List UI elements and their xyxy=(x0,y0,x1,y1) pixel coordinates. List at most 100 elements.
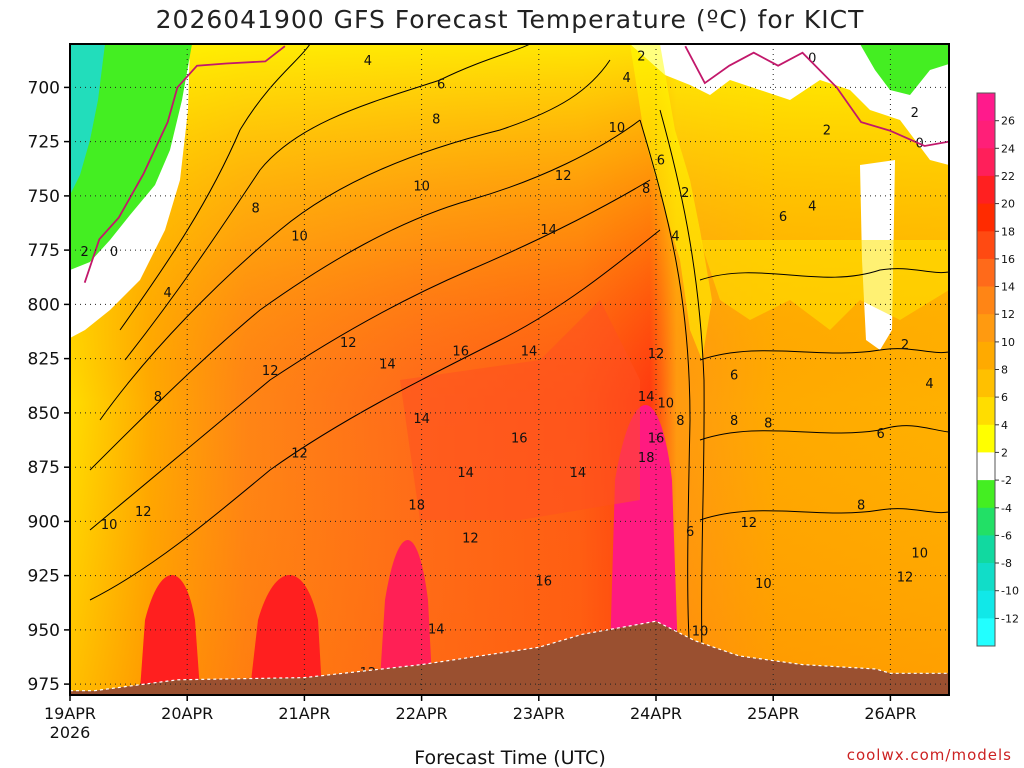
contour-label: 16 xyxy=(535,575,552,590)
cold-region-green xyxy=(70,44,192,270)
x-axis-year-label: 2026 xyxy=(50,723,91,742)
contour-label: 14 xyxy=(379,358,396,373)
contour-label: 14 xyxy=(457,466,474,481)
x-tick-label: 24APR xyxy=(630,704,682,723)
colorbar-segment xyxy=(977,424,995,453)
contour-label: 2 xyxy=(81,245,89,260)
colorbar-tick-label: 16 xyxy=(1001,253,1015,266)
warm-core-22apr xyxy=(380,540,432,680)
colorbar-tick-label: 20 xyxy=(1001,198,1015,211)
colorbar-segment xyxy=(977,258,995,287)
warm-band-mid xyxy=(400,300,640,520)
contour-label: 6 xyxy=(437,78,445,93)
contour-label: 8 xyxy=(642,182,650,197)
contour-label: 4 xyxy=(164,286,172,301)
contour-label: 12 xyxy=(897,570,914,585)
contour-label: 14 xyxy=(540,223,557,238)
contour-label: 12 xyxy=(555,169,572,184)
colorbar-tick-label: -10 xyxy=(1001,585,1019,598)
contour-label: 14 xyxy=(428,622,445,637)
y-tick-label: 975 xyxy=(28,675,60,695)
contour-label: 2 xyxy=(681,186,689,201)
contour-label: 8 xyxy=(432,113,440,128)
x-tick-label: 19APR xyxy=(44,704,96,723)
y-tick-label: 775 xyxy=(28,241,60,261)
contour-label: 10 xyxy=(609,121,626,136)
colorbar-segment xyxy=(977,93,995,122)
y-tick-label: 900 xyxy=(28,512,60,532)
credit-text[interactable]: coolwx.com/models xyxy=(847,746,1012,764)
contour-label: 8 xyxy=(676,414,684,429)
contour-label: 8 xyxy=(730,414,738,429)
contour-label: 12 xyxy=(291,447,308,462)
colorbar-segment xyxy=(977,120,995,149)
colorbar-tick-label: -8 xyxy=(1001,557,1012,570)
contour-label: 12 xyxy=(340,336,357,351)
cold-region-cyan xyxy=(70,44,105,195)
colorbar-tick-label: 4 xyxy=(1001,419,1008,432)
contour-label: 0 xyxy=(110,245,118,260)
contour-label: 16 xyxy=(648,431,665,446)
colorbar-segment xyxy=(977,314,995,343)
x-tick-label: 25APR xyxy=(747,704,799,723)
plot-frame xyxy=(69,43,950,696)
y-tick-label: 950 xyxy=(28,621,60,641)
terrain-edge xyxy=(70,620,949,692)
colorbar-tick-label: 26 xyxy=(1001,115,1015,128)
x-tick-label: 20APR xyxy=(161,704,213,723)
colorbar-tick-label: -4 xyxy=(1001,502,1012,515)
colorbar-tick-label: -6 xyxy=(1001,529,1012,542)
colorbar-tick-label: 6 xyxy=(1001,391,1008,404)
warm-core-20apr xyxy=(140,575,200,690)
x-axis-title: Forecast Time (UTC) xyxy=(414,747,605,768)
y-tick-label: 875 xyxy=(28,458,60,478)
contour-label: 6 xyxy=(657,154,665,169)
contour-label: 8 xyxy=(857,499,865,514)
colorbar-segment xyxy=(977,231,995,260)
contour-label: 10 xyxy=(658,397,675,412)
y-tick-label: 825 xyxy=(28,350,60,370)
contour-label: 14 xyxy=(521,345,538,360)
x-tick-label: 22APR xyxy=(396,704,448,723)
colorbar-segment xyxy=(977,286,995,315)
colorbar-segment xyxy=(977,397,995,426)
colorbar-segment xyxy=(977,369,995,398)
colorbar-tick-label: 24 xyxy=(1001,142,1015,155)
contour-label: 8 xyxy=(764,416,772,431)
y-tick-label: 700 xyxy=(28,78,60,98)
contour-label: 10 xyxy=(755,577,772,592)
x-tick-label: 21APR xyxy=(278,704,330,723)
contour-label: 2 xyxy=(637,50,645,65)
contour-label: 6 xyxy=(730,369,738,384)
y-tick-label: 750 xyxy=(28,187,60,207)
colorbar-segment xyxy=(977,148,995,177)
contour-label: 6 xyxy=(876,427,884,442)
x-axis: 19APR 20APR 21APR 22APR 23APR 24APR 25APR 26APR xyxy=(44,695,916,723)
colorbar-segment xyxy=(977,618,995,647)
contour-label: 6 xyxy=(686,525,694,540)
contour-label: 10 xyxy=(413,180,430,195)
trough-yellow xyxy=(630,44,712,360)
colorbar-segment xyxy=(977,452,995,481)
colorbar-tick-label: 12 xyxy=(1001,308,1015,321)
colorbar-segment xyxy=(977,480,995,509)
contour-label: 10 xyxy=(101,518,118,533)
contour-label: 18 xyxy=(408,499,425,514)
colorbar-segment xyxy=(977,507,995,536)
contour-label: 4 xyxy=(623,71,631,86)
colorbar-segment xyxy=(977,175,995,204)
colorbar-segment xyxy=(977,341,995,370)
colorbar-tick-label: 18 xyxy=(1001,225,1015,238)
freezing-line-early xyxy=(83,45,286,283)
x-tick-label: 23APR xyxy=(513,704,565,723)
contour-label: 12 xyxy=(262,364,279,379)
contour-label: 2 xyxy=(901,338,909,353)
chart-title: 2026041900 GFS Forecast Temperature (ºC)… xyxy=(156,5,865,34)
contour-label: 2 xyxy=(823,123,831,138)
late-cold-green xyxy=(860,44,949,95)
y-tick-label: 800 xyxy=(28,295,60,315)
plot-area: 2048101281212101214410861814141216141214… xyxy=(70,44,949,695)
colorbar-tick-label: 14 xyxy=(1001,281,1015,294)
colorbar-tick-label: 10 xyxy=(1001,336,1015,349)
contour-label: 18 xyxy=(638,451,655,466)
